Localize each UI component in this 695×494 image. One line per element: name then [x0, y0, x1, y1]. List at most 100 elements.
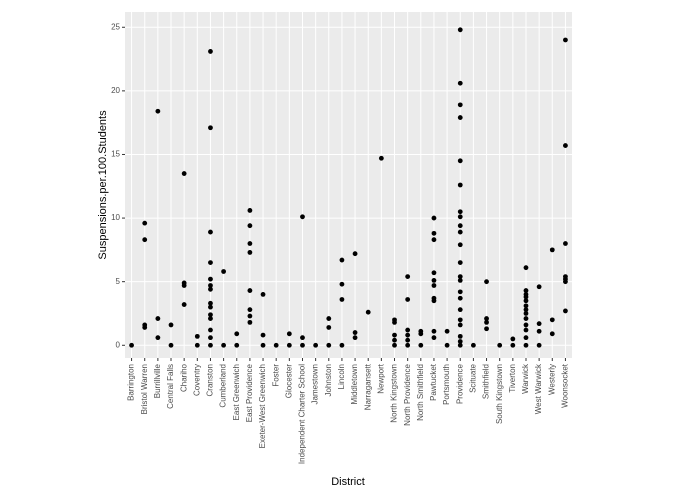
- point: [326, 325, 332, 330]
- x-tick-label: Bristol Warren: [140, 364, 149, 414]
- point: [563, 241, 568, 246]
- point: [484, 279, 489, 285]
- point: [181, 302, 187, 307]
- point: [563, 143, 568, 148]
- panel: [125, 12, 572, 358]
- x-tick-label: Exeter-West Greenwich: [258, 364, 267, 448]
- point: [194, 342, 200, 348]
- point: [431, 278, 437, 283]
- point: [234, 331, 240, 337]
- point: [155, 316, 161, 321]
- point: [523, 335, 529, 341]
- point: [286, 331, 292, 337]
- point: [273, 342, 279, 348]
- point: [392, 342, 397, 348]
- point: [457, 182, 463, 188]
- x-tick-label: Lincoln: [337, 364, 346, 389]
- x-tick-label: Barrington: [127, 364, 136, 401]
- point: [536, 328, 542, 334]
- point: [234, 342, 240, 348]
- point: [313, 342, 319, 348]
- point: [470, 342, 476, 348]
- y-axis-title: Suspensions.per.100.Students: [97, 110, 109, 260]
- point: [326, 316, 332, 321]
- point: [457, 274, 463, 279]
- point: [208, 49, 213, 54]
- point: [549, 317, 555, 323]
- point: [523, 265, 529, 271]
- point: [431, 270, 437, 276]
- point: [208, 125, 213, 131]
- x-tick-label: Cumberland: [219, 364, 228, 408]
- point: [523, 322, 529, 328]
- point: [392, 319, 397, 325]
- point: [247, 313, 253, 319]
- y-tick-label: 15: [111, 150, 120, 159]
- point: [457, 342, 463, 348]
- point: [457, 27, 463, 33]
- point: [260, 332, 266, 338]
- point: [142, 237, 148, 243]
- point: [247, 288, 253, 293]
- point: [563, 308, 568, 314]
- x-tick-label: East Providence: [245, 363, 254, 422]
- point: [444, 328, 450, 334]
- point: [208, 283, 213, 288]
- point: [378, 155, 384, 161]
- point: [536, 321, 542, 327]
- point: [208, 327, 213, 333]
- x-tick-label: Warwick: [521, 363, 530, 394]
- point: [457, 209, 463, 215]
- point: [181, 171, 187, 176]
- x-tick-label: Independent Charter School: [298, 364, 307, 464]
- point: [260, 342, 266, 348]
- x-tick-label: Johnston: [324, 364, 333, 396]
- x-tick-label: Newport: [376, 363, 385, 394]
- point: [457, 214, 463, 220]
- point: [352, 335, 358, 341]
- point: [405, 327, 411, 333]
- point: [523, 288, 529, 293]
- point: [247, 250, 253, 255]
- point: [431, 283, 437, 288]
- point: [286, 342, 292, 348]
- point: [405, 337, 411, 343]
- point: [247, 223, 253, 229]
- point: [194, 333, 200, 339]
- point: [497, 342, 503, 348]
- point: [549, 331, 555, 337]
- y-tick-label: 10: [111, 213, 120, 222]
- x-tick-label: Westerly: [547, 364, 556, 395]
- point: [457, 223, 463, 229]
- point: [457, 278, 463, 283]
- y-tick-label: 20: [111, 86, 120, 95]
- x-tick-label: South Kingstown: [495, 364, 504, 424]
- point: [457, 80, 463, 86]
- x-tick-label: North Kingstown: [390, 364, 399, 423]
- point: [457, 289, 463, 295]
- point: [300, 214, 305, 220]
- point: [549, 247, 555, 253]
- x-tick-label: North Smithfield: [416, 364, 425, 421]
- point: [208, 342, 213, 348]
- point: [168, 342, 174, 348]
- point: [247, 208, 253, 213]
- point: [457, 295, 463, 301]
- x-tick-label: Cranston: [206, 364, 215, 396]
- point: [431, 328, 437, 334]
- point: [523, 316, 529, 321]
- point: [326, 342, 332, 348]
- point: [563, 279, 568, 285]
- point: [457, 322, 463, 328]
- point: [300, 335, 305, 341]
- point: [221, 342, 227, 348]
- point: [457, 158, 463, 164]
- x-tick-label: Tiverton: [508, 364, 517, 393]
- x-tick-label: Portsmouth: [442, 364, 451, 405]
- point: [523, 298, 529, 304]
- x-tick-label: Scituate: [469, 363, 478, 392]
- y-tick-label: 25: [111, 22, 120, 31]
- x-tick-label: Jamestown: [311, 364, 320, 404]
- point: [221, 269, 227, 274]
